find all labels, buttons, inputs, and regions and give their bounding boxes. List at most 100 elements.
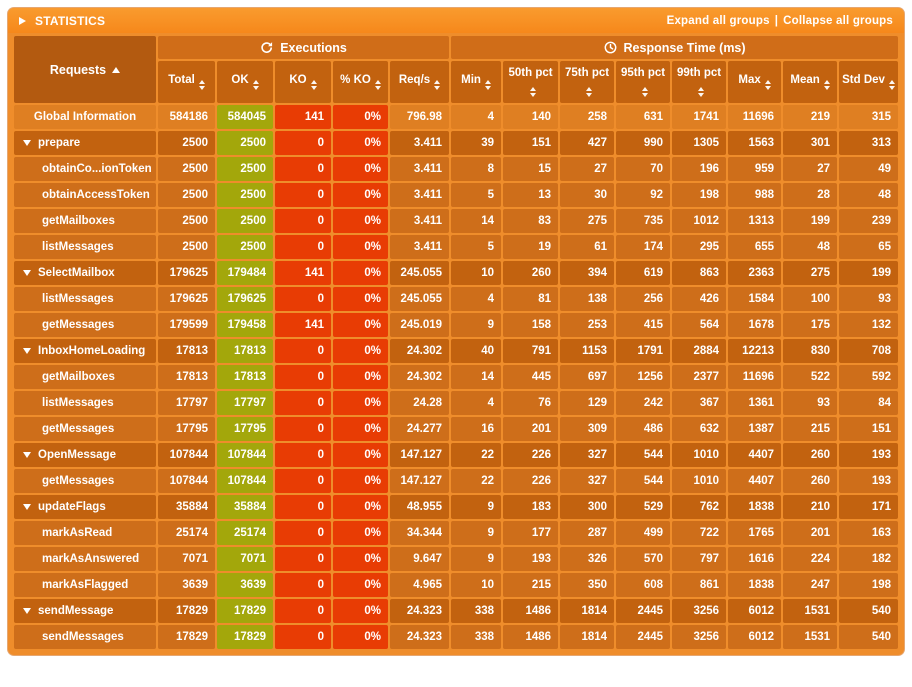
cell-total: 3639: [158, 573, 215, 597]
cell-50th-pct: 791: [503, 339, 559, 363]
request-name-link[interactable]: getMessages: [42, 319, 115, 331]
col-header-pct-ko[interactable]: % KO: [333, 61, 388, 103]
col-header-ok[interactable]: OK: [217, 61, 273, 103]
cell-total: 107844: [158, 443, 215, 467]
requests-column-header[interactable]: Requests: [14, 36, 156, 103]
cell-pct-ko: 0%: [333, 365, 388, 389]
request-name-link[interactable]: InboxHomeLoading: [38, 345, 146, 357]
collapse-group-icon[interactable]: [23, 504, 31, 510]
request-name-link[interactable]: getMessages: [42, 423, 115, 435]
cell-min: 4: [451, 105, 502, 129]
cell-ok: 179625: [217, 287, 273, 311]
request-name-link[interactable]: sendMessage: [38, 605, 114, 617]
request-name-link[interactable]: listMessages: [42, 397, 114, 409]
col-header-min[interactable]: Min: [451, 61, 502, 103]
request-name-link[interactable]: getMessages: [42, 475, 115, 487]
cell-ko: 0: [275, 209, 331, 233]
cell-total: 2500: [158, 157, 215, 181]
cell-min: 8: [451, 157, 502, 181]
cell-ok: 17829: [217, 625, 273, 649]
request-name-link[interactable]: listMessages: [42, 241, 114, 253]
col-header-99th-pct[interactable]: 99th pct: [672, 61, 727, 103]
request-name-link[interactable]: getMailboxes: [42, 371, 115, 383]
cell-ok: 17795: [217, 417, 273, 441]
request-name-link[interactable]: prepare: [38, 137, 81, 149]
child-row: listMessages 17797 17797 0 0% 24.28 4 76 129 242 3…: [14, 391, 898, 415]
col-header-mean[interactable]: Mean: [783, 61, 838, 103]
cell-req-per-s: 147.127: [390, 443, 450, 467]
request-name-link[interactable]: obtainCo...ionToken: [42, 163, 152, 175]
cell-ok: 179484: [217, 261, 273, 285]
request-name-link[interactable]: sendMessages: [42, 631, 124, 643]
request-name-link[interactable]: SelectMailbox: [38, 267, 115, 279]
request-name-link[interactable]: obtainAccessToken: [42, 189, 150, 201]
cell-mean: 27: [783, 157, 838, 181]
cell-max: 1563: [728, 131, 782, 155]
cell-50th-pct: 445: [503, 365, 559, 389]
request-name-link[interactable]: OpenMessage: [38, 449, 116, 461]
cell-min: 4: [451, 391, 502, 415]
cell-ko: 0: [275, 287, 331, 311]
group-row: prepare 2500 2500 0 0% 3.411 39 151 427 990 1305 15…: [14, 131, 898, 155]
col-header-ko[interactable]: KO: [275, 61, 331, 103]
cell-ko: 141: [275, 261, 331, 285]
cell-mean: 830: [783, 339, 838, 363]
expand-all-groups-link[interactable]: Expand all groups: [666, 14, 770, 27]
cell-50th-pct: 201: [503, 417, 559, 441]
request-label-cell: listMessages: [14, 287, 156, 311]
cell-ok: 17813: [217, 339, 273, 363]
col-header-75th-pct[interactable]: 75th pct: [560, 61, 615, 103]
request-name-link[interactable]: listMessages: [42, 293, 114, 305]
group-controls: Expand all groups | Collapse all groups: [667, 15, 893, 27]
cell-pct-ko: 0%: [333, 183, 388, 207]
cell-50th-pct: 193: [503, 547, 559, 571]
cell-75th-pct: 327: [560, 469, 615, 493]
request-label-cell: getMailboxes: [14, 365, 156, 389]
cell-min: 9: [451, 495, 502, 519]
cell-req-per-s: 48.955: [390, 495, 450, 519]
col-header-req-per-s[interactable]: Req/s: [390, 61, 450, 103]
cell-pct-ko: 0%: [333, 625, 388, 649]
sort-icon: [252, 80, 259, 90]
request-name-link[interactable]: markAsAnswered: [42, 553, 140, 565]
col-header-std-dev[interactable]: Std Dev: [839, 61, 898, 103]
cell-req-per-s: 245.019: [390, 313, 450, 337]
table-section-header-row: Requests Executions: [14, 36, 898, 103]
collapse-all-groups-link[interactable]: Collapse all groups: [783, 14, 893, 27]
cell-pct-ko: 0%: [333, 495, 388, 519]
cell-ok: 107844: [217, 469, 273, 493]
request-name-link[interactable]: markAsRead: [42, 527, 113, 539]
cell-99th-pct: 762: [672, 495, 727, 519]
sort-icon: [764, 80, 771, 90]
cell-75th-pct: 1814: [560, 625, 615, 649]
col-header-max[interactable]: Max: [728, 61, 782, 103]
collapse-group-icon[interactable]: [23, 608, 31, 614]
cell-total: 179625: [158, 261, 215, 285]
collapse-group-icon[interactable]: [23, 452, 31, 458]
request-name-link[interactable]: markAsFlagged: [42, 579, 129, 591]
cell-total: 25174: [158, 521, 215, 545]
request-name-link[interactable]: updateFlags: [38, 501, 106, 513]
cell-req-per-s: 147.127: [390, 469, 450, 493]
cell-50th-pct: 1486: [503, 625, 559, 649]
child-row: markAsAnswered 7071 7071 0 0% 9.647 9 193 326 570…: [14, 547, 898, 571]
cell-ok: 25174: [217, 521, 273, 545]
collapse-group-icon[interactable]: [23, 348, 31, 354]
request-name-link[interactable]: getMailboxes: [42, 215, 115, 227]
collapse-group-icon[interactable]: [23, 140, 31, 146]
col-header-total[interactable]: Total: [158, 61, 215, 103]
cell-99th-pct: 1010: [672, 443, 727, 467]
col-header-95th-pct[interactable]: 95th pct: [616, 61, 671, 103]
cell-std-dev: 84: [839, 391, 898, 415]
group-row: OpenMessage 107844 107844 0 0% 147.127 22 226 32…: [14, 443, 898, 467]
collapse-section-icon[interactable]: [19, 16, 26, 25]
cell-99th-pct: 632: [672, 417, 727, 441]
col-header-50th-pct[interactable]: 50th pct: [503, 61, 559, 103]
child-row: getMessages 179599 179458 141 0% 245.019 9 158 2…: [14, 313, 898, 337]
cell-75th-pct: 253: [560, 313, 615, 337]
cell-95th-pct: 544: [616, 469, 671, 493]
refresh-icon: [261, 42, 273, 53]
collapse-group-icon[interactable]: [23, 270, 31, 276]
group-row: SelectMailbox 179625 179484 141 0% 245.055 10 2…: [14, 261, 898, 285]
table-column-header-row: Total OK KO % KO Req/s Min 50th pct 75th…: [14, 61, 898, 103]
